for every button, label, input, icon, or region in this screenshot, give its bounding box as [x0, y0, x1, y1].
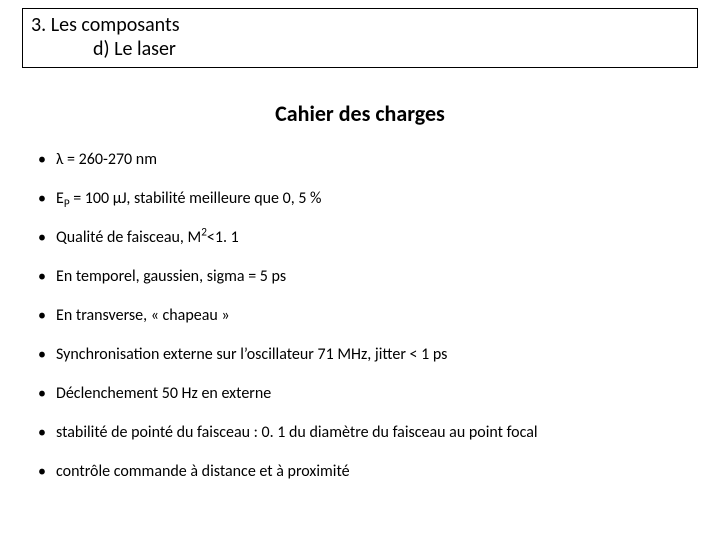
bullet-text: EP = 100 µJ, stabilité meilleure que 0, … — [56, 189, 690, 209]
bullet-item: •Déclenchement 50 Hz en externe — [38, 384, 690, 404]
bullet-dot-icon: • — [38, 228, 56, 248]
bullet-item: •Qualité de faisceau, M2<1. 1 — [38, 228, 690, 248]
header-box: 3. Les composants d) Le laser — [22, 8, 698, 68]
page-subtitle: Cahier des charges — [0, 100, 720, 127]
bullet-item: •contrôle commande à distance et à proxi… — [38, 462, 690, 482]
slide-page: { "header": { "line1": "3. Les composant… — [0, 0, 720, 540]
bullet-text: contrôle commande à distance et à proxim… — [56, 462, 690, 482]
bullet-item: •stabilité de pointé du faisceau : 0. 1 … — [38, 423, 690, 443]
bullet-dot-icon: • — [38, 345, 56, 365]
bullet-item: •λ = 260-270 nm — [38, 150, 690, 170]
bullet-dot-icon: • — [38, 423, 56, 443]
bullet-item: •EP = 100 µJ, stabilité meilleure que 0,… — [38, 189, 690, 209]
header-line-2: d) Le laser — [31, 37, 689, 61]
bullet-dot-icon: • — [38, 384, 56, 404]
bullet-item: •Synchronisation externe sur l’oscillate… — [38, 345, 690, 365]
bullet-text: Qualité de faisceau, M2<1. 1 — [56, 228, 690, 248]
bullet-dot-icon: • — [38, 306, 56, 326]
bullet-text: En transverse, « chapeau » — [56, 306, 690, 326]
bullet-item: •En temporel, gaussien, sigma = 5 ps — [38, 267, 690, 287]
bullet-dot-icon: • — [38, 462, 56, 482]
bullet-text: λ = 260-270 nm — [56, 150, 690, 170]
bullet-text: Déclenchement 50 Hz en externe — [56, 384, 690, 404]
bullet-dot-icon: • — [38, 189, 56, 209]
bullet-text: En temporel, gaussien, sigma = 5 ps — [56, 267, 690, 287]
bullet-list: •λ = 260-270 nm•EP = 100 µJ, stabilité m… — [38, 150, 690, 501]
bullet-text: Synchronisation externe sur l’oscillateu… — [56, 345, 690, 365]
bullet-item: •En transverse, « chapeau » — [38, 306, 690, 326]
bullet-text: stabilité de pointé du faisceau : 0. 1 d… — [56, 423, 690, 443]
bullet-dot-icon: • — [38, 150, 56, 170]
header-line-1: 3. Les composants — [31, 13, 689, 37]
bullet-dot-icon: • — [38, 267, 56, 287]
